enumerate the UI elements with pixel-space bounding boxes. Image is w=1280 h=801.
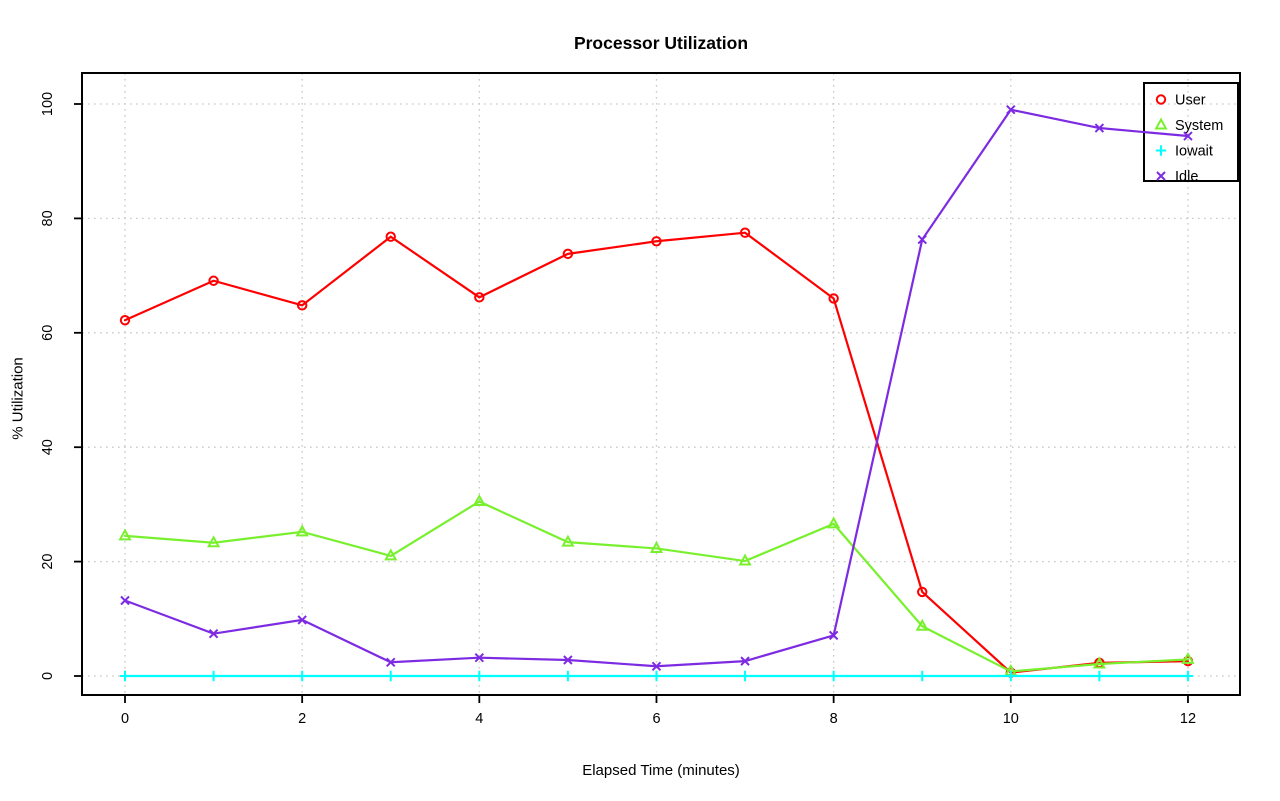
data-point-user [651,236,662,247]
data-point-idle [740,656,750,666]
data-point-system [827,516,841,529]
data-point-idle [1094,123,1105,133]
legend-marker-user [1155,94,1167,105]
data-point-iowait [651,670,662,682]
data-point-system [1181,651,1195,664]
data-point-user [562,248,574,260]
y-tick-label: 0 [40,672,56,680]
plot-frame [81,72,1241,696]
data-point-user [296,300,308,311]
data-point-idle [563,655,573,665]
data-point-idle [297,615,307,625]
data-point-system [295,524,309,537]
data-point-iowait [1094,670,1105,682]
y-tick-label: 80 [40,210,56,226]
data-point-user [828,293,839,304]
data-point-iowait [1005,670,1016,682]
data-point-iowait [917,670,928,682]
data-point-system [649,540,664,553]
x-tick-label: 4 [475,711,483,727]
data-point-idle [1183,131,1193,141]
data-point-system [384,548,398,561]
legend-label-user: User [1175,93,1206,109]
data-point-user [119,315,131,326]
data-point-system [472,494,486,507]
data-point-idle [208,628,219,639]
x-tick-label: 10 [1003,711,1019,727]
x-tick-label: 12 [1180,711,1196,727]
data-point-system [738,553,752,566]
data-point-iowait [1182,670,1194,682]
data-point-iowait [562,670,574,682]
y-axis-label: % Utilization [9,357,27,440]
y-tick-label: 100 [40,92,56,116]
y-tick-label: 40 [40,439,56,455]
data-point-system [1092,656,1106,669]
data-point-user [474,292,485,303]
x-tick-label: 6 [652,711,660,727]
data-point-iowait [119,670,131,682]
data-point-idle [1006,105,1016,115]
data-point-user [385,231,396,242]
x-tick-label: 8 [830,711,838,727]
data-point-idle [474,652,485,663]
series-line-system [123,500,1190,673]
data-point-user [917,586,928,598]
data-point-system [206,535,221,548]
data-point-idle [651,661,662,671]
data-point-iowait [385,670,396,682]
legend-label-iowait: Iowait [1175,144,1213,160]
data-point-user [208,275,219,286]
y-tick-label: 60 [40,325,56,341]
data-point-idle [386,657,396,667]
data-point-idle [828,630,839,641]
x-axis-label: Elapsed Time (minutes) [582,762,740,779]
data-point-system [561,534,575,547]
x-tick-label: 2 [298,711,306,727]
legend-marker-iowait [1155,145,1167,156]
series-line-user [123,231,1190,674]
data-point-idle [120,595,130,606]
data-point-user [739,227,751,238]
data-point-system [118,528,132,541]
y-tick-label: 20 [40,554,56,570]
chart-title: Processor Utilization [573,33,749,53]
data-point-iowait [474,670,485,682]
data-point-iowait [828,670,839,682]
data-point-system [915,618,929,631]
x-tick-label: 0 [121,711,129,727]
legend-marker-system [1154,117,1168,130]
data-point-iowait [208,670,219,682]
legend-marker-idle [1156,171,1166,181]
data-point-idle [917,234,927,245]
legend-label-idle: Idle [1175,169,1198,185]
legend-label-system: System [1175,118,1223,134]
data-point-iowait [296,670,308,682]
data-point-iowait [739,670,751,682]
